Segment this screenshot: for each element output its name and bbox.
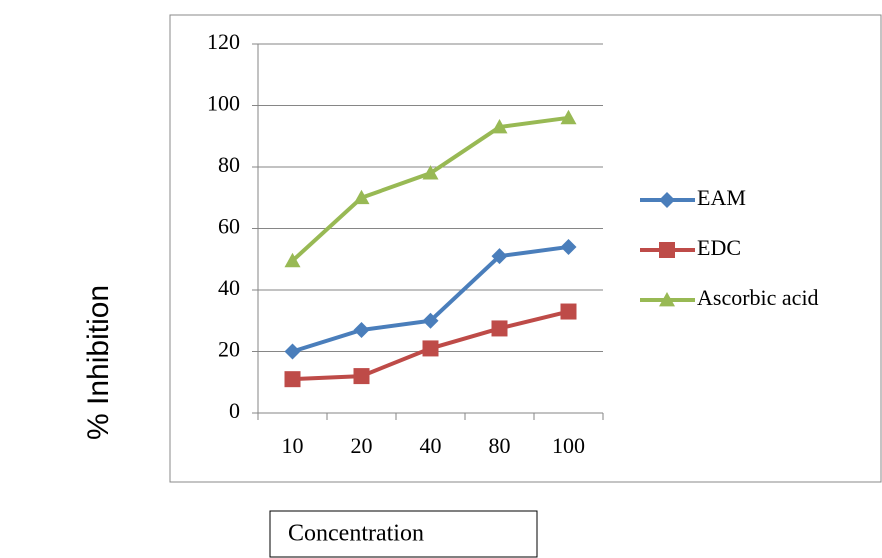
point [659, 242, 675, 258]
x-tick-label: 10 [282, 433, 304, 458]
y-tick-label: 0 [229, 398, 240, 423]
x-axis-label: Concentration [288, 521, 424, 547]
y-tick-label: 80 [218, 152, 240, 177]
point [285, 371, 301, 387]
legend-label: EDC [697, 235, 741, 260]
point [423, 340, 439, 356]
legend-label: EAM [697, 185, 746, 210]
x-tick-label: 20 [351, 433, 373, 458]
chart: Concentration % Inhibition 0 20 40 60 80 100 1… [0, 0, 882, 558]
point [561, 304, 577, 320]
x-tick-label: 100 [552, 433, 585, 458]
y-tick-label: 120 [207, 29, 240, 54]
y-tick-label: 20 [218, 337, 240, 362]
x-tick-label: 40 [420, 433, 442, 458]
y-axis-label: % Inhibition [82, 285, 115, 440]
y-tick-label: 40 [218, 275, 240, 300]
x-tick-label: 80 [489, 433, 511, 458]
y-tick-label: 60 [218, 214, 240, 239]
chart-frame [170, 15, 881, 482]
legend-label: Ascorbic acid [697, 285, 819, 310]
point [354, 368, 370, 384]
y-tick-label: 100 [207, 91, 240, 116]
point [492, 320, 508, 336]
